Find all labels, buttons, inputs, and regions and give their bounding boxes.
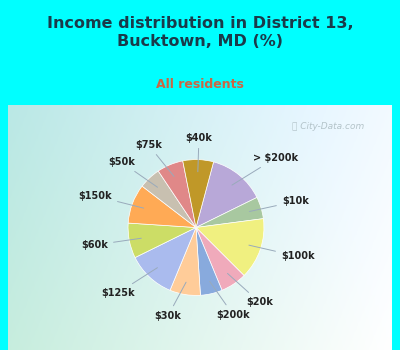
Wedge shape — [135, 228, 196, 290]
Wedge shape — [128, 186, 196, 228]
Text: > $200k: > $200k — [232, 153, 298, 185]
Wedge shape — [183, 160, 214, 228]
Wedge shape — [196, 197, 263, 228]
Text: $200k: $200k — [210, 281, 250, 320]
Text: $50k: $50k — [108, 157, 158, 187]
Text: $40k: $40k — [186, 133, 212, 172]
Text: $30k: $30k — [154, 282, 186, 321]
Wedge shape — [196, 219, 264, 275]
Text: Income distribution in District 13,
Bucktown, MD (%): Income distribution in District 13, Buck… — [47, 16, 353, 49]
Wedge shape — [158, 161, 196, 228]
Text: ⓘ City-Data.com: ⓘ City-Data.com — [292, 122, 364, 131]
Text: $125k: $125k — [101, 268, 158, 298]
Text: $150k: $150k — [78, 191, 144, 208]
Wedge shape — [142, 171, 196, 228]
Wedge shape — [196, 162, 257, 228]
Text: All residents: All residents — [156, 77, 244, 91]
Text: $10k: $10k — [250, 196, 309, 211]
Text: $75k: $75k — [135, 140, 174, 176]
Wedge shape — [170, 228, 200, 295]
Text: $60k: $60k — [81, 238, 141, 250]
Wedge shape — [196, 228, 222, 295]
Wedge shape — [196, 228, 244, 290]
Text: $20k: $20k — [228, 273, 273, 307]
Wedge shape — [128, 223, 196, 258]
Text: $100k: $100k — [249, 245, 314, 261]
